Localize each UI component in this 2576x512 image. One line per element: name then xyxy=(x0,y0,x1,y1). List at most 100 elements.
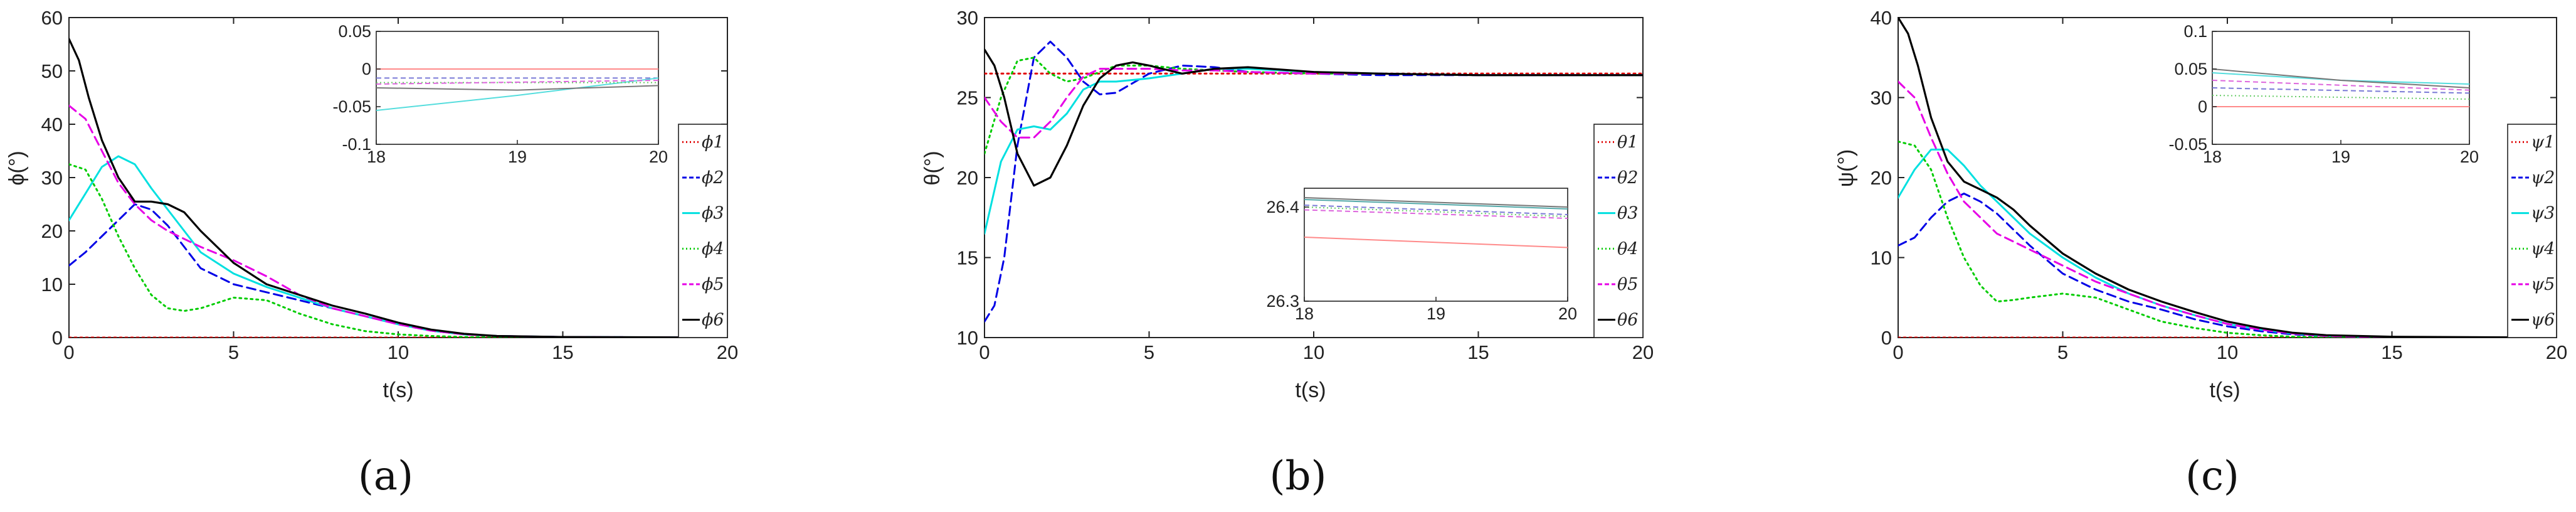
x-tick-label: 5 xyxy=(228,341,239,363)
panel-c-label: (c) xyxy=(2185,453,2239,499)
inset-x-tick-label: 20 xyxy=(649,147,668,166)
inset-frame xyxy=(2212,31,2470,145)
legend-c: ψ1 ψ2 ψ3 ψ4 ψ5 ψ6 xyxy=(2507,124,2557,338)
inset-series-line-2 xyxy=(2212,87,2469,94)
x-tick-label: 0 xyxy=(979,341,990,363)
y-tick-label: 20 xyxy=(41,220,63,242)
inset-y-tick-label: 0.1 xyxy=(2183,22,2207,41)
x-tick-label: 20 xyxy=(2546,341,2567,363)
inset-series-line-6 xyxy=(1304,197,1568,208)
legend-frame xyxy=(2507,124,2557,338)
y-tick-label: 10 xyxy=(41,274,63,296)
x-tick-label: 20 xyxy=(1632,341,1654,363)
inset-x-tick-label: 20 xyxy=(2460,147,2479,166)
legend-frame xyxy=(678,124,728,338)
legend-label: ψ2 xyxy=(2531,168,2555,188)
x-tick-label: 15 xyxy=(2381,341,2402,363)
inset-y-tick-label: -0.05 xyxy=(2168,135,2207,154)
x-tick-label: 10 xyxy=(388,341,409,363)
x-tick-label: 10 xyxy=(1303,341,1324,363)
panel-a-ylabel: ϕ(°) xyxy=(5,151,29,185)
inset-frame xyxy=(376,31,659,145)
inset-y-tick-label: 26.4 xyxy=(1266,198,1299,216)
inset-x-tick-label: 18 xyxy=(1295,304,1314,323)
y-tick-label: 40 xyxy=(1871,7,1892,29)
series-line-a-6 xyxy=(69,38,727,338)
series-line-b-6 xyxy=(984,48,1643,187)
legend-a: ϕ1 ϕ2 ϕ3 ϕ4 ϕ5 ϕ6 xyxy=(678,124,728,338)
inset-y-tick-label: -0.1 xyxy=(342,135,371,154)
y-tick-label: 0 xyxy=(1881,327,1892,349)
inset-x-tick-label: 18 xyxy=(367,147,386,166)
series-line-c-6 xyxy=(1898,18,2557,338)
legend-label: ϕ1 xyxy=(702,132,724,152)
inset-a: 18 19 20 0.05 0 -0.05 -0.1 xyxy=(332,22,668,166)
panel-a: ϕ(°) t(s) (a) 0 5 10 15 20 0 10 20 30 40 50 60 18 19 2… xyxy=(5,7,738,499)
series-line-c-4 xyxy=(1898,141,2557,338)
y-tick-label: 50 xyxy=(41,60,63,82)
inset-x-tick-label: 19 xyxy=(2331,147,2350,166)
series-line-b-5 xyxy=(984,68,1643,139)
inset-series-line-5 xyxy=(2212,80,2469,91)
inset-series-line-4 xyxy=(2212,95,2469,100)
x-tick-label: 15 xyxy=(552,341,573,363)
x-tick-label: 5 xyxy=(2057,341,2068,363)
inset-series-line-3 xyxy=(1304,199,1568,210)
inset-series-line-6 xyxy=(376,85,658,91)
inset-x-tick-label: 19 xyxy=(1427,304,1445,323)
y-tick-label: 20 xyxy=(1871,167,1892,189)
legend-label: ψ1 xyxy=(2531,132,2555,152)
series-line-a-2 xyxy=(69,203,727,338)
y-tick-label: 20 xyxy=(957,167,978,189)
legend-label: ϕ4 xyxy=(702,239,724,259)
y-tick-label: 10 xyxy=(957,327,978,349)
y-tick-label: 60 xyxy=(41,7,63,29)
legend-label: ψ5 xyxy=(2531,275,2555,294)
x-tick-label: 0 xyxy=(1892,341,1903,363)
panel-a-xlabel: t(s) xyxy=(383,378,413,402)
legend-label: θ3 xyxy=(1617,204,1638,223)
legend-label: θ6 xyxy=(1617,311,1638,330)
legend-label: ϕ2 xyxy=(702,168,724,188)
panel-c-ylabel: ψ(°) xyxy=(1834,149,1858,187)
y-tick-label: 30 xyxy=(957,7,978,29)
panel-b-label: (b) xyxy=(1270,453,1327,499)
inset-series-line-6 xyxy=(2212,68,2469,88)
inset-y-tick-label: 0 xyxy=(362,60,371,78)
series-line-c-5 xyxy=(1898,80,2557,338)
inset-y-tick-label: 0.05 xyxy=(2174,60,2207,78)
y-tick-label: 30 xyxy=(41,167,63,189)
panel-b-ylabel: θ(°) xyxy=(921,151,944,185)
series-line-a-4 xyxy=(69,163,727,338)
panel-b-xlabel: t(s) xyxy=(1295,378,1326,402)
panel-c-xlabel: t(s) xyxy=(2209,378,2240,402)
x-tick-label: 0 xyxy=(63,341,74,363)
y-tick-label: 25 xyxy=(957,87,978,109)
legend-label: ψ3 xyxy=(2531,204,2555,223)
inset-series-line-1 xyxy=(1304,237,1568,248)
inset-series-line-4 xyxy=(1304,206,1568,217)
legend-label: ψ6 xyxy=(2531,311,2555,330)
panel-a-label: (a) xyxy=(358,453,413,499)
x-tick-label: 15 xyxy=(1467,341,1489,363)
inset-x-tick-label: 18 xyxy=(2203,147,2222,166)
y-tick-label: 40 xyxy=(41,114,63,136)
inset-y-tick-label: 0.05 xyxy=(338,22,371,41)
inset-x-tick-label: 19 xyxy=(508,147,527,166)
y-tick-label: 30 xyxy=(1871,87,1892,109)
x-tick-label: 20 xyxy=(717,341,738,363)
y-tick-label: 0 xyxy=(52,327,63,349)
legend-label: θ4 xyxy=(1617,239,1638,259)
y-tick-label: 15 xyxy=(957,247,978,269)
inset-y-tick-label: -0.05 xyxy=(332,97,371,116)
inset-c: 18 19 20 0.1 0.05 0 -0.05 xyxy=(2168,22,2479,166)
panel-b: θ(°) t(s) (b) 0 5 10 15 20 10 15 20 25 30 18 19 20 26… xyxy=(921,7,1654,499)
inset-b: 18 19 20 26.4 26.3 xyxy=(1266,188,1577,323)
legend-label: ψ4 xyxy=(2531,239,2555,259)
legend-label: θ5 xyxy=(1617,275,1638,294)
panel-c: ψ(°) t(s) (c) 0 5 10 15 20 0 10 20 30 40 18 19 20 0.1… xyxy=(1834,7,2567,499)
inset-series-line-3 xyxy=(376,77,658,111)
inset-series-line-5 xyxy=(376,80,658,85)
x-tick-label: 5 xyxy=(1144,341,1154,363)
